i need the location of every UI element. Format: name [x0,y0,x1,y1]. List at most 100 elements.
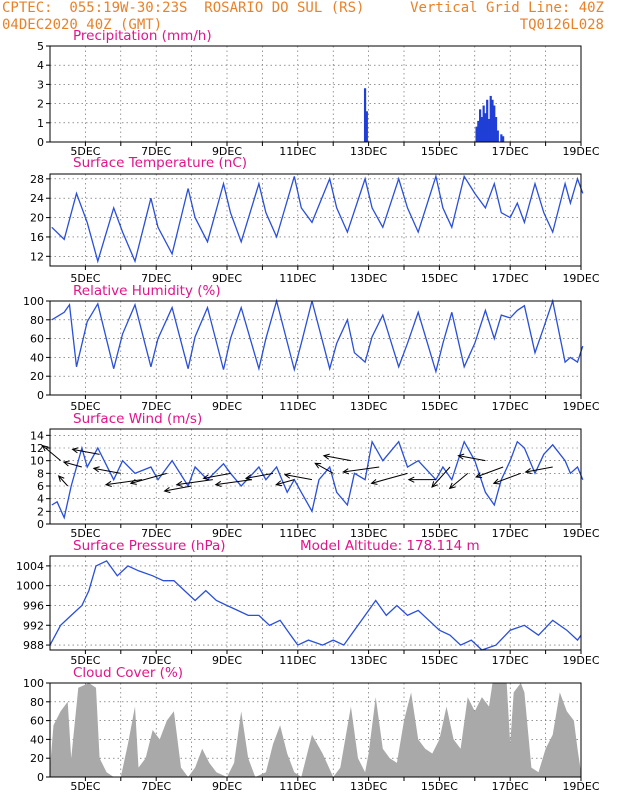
wind-vector-head [244,474,252,481]
y-tick-label: 0 [37,389,44,402]
pres-line [49,560,582,651]
wind-vector-head [370,478,378,485]
y-tick-label: 1 [37,117,44,130]
pres-panel: 988 992 996 1000 1004 5DEC 7DEC 9DEC 11DEC 13DEC 1… [16,538,600,667]
date-label: 7DEC [141,272,171,285]
temp-line [51,173,584,264]
date-label: 9DEC [212,654,242,667]
temp-title: Surface Temperature (nC) [73,155,247,171]
y-tick-label: 28 [30,173,44,186]
wind-vector [475,466,504,478]
y-tick-label: 16 [30,231,44,244]
y-tick-label: 1004 [16,560,44,573]
precip-bar [484,113,487,142]
y-tick-label: 60 [30,333,44,346]
date-label: 15DEC [421,272,458,285]
header-left: CPTEC: 055:19W-30:23S ROSARIO DO SUL (RS… [2,0,364,34]
precip-bar [479,109,482,142]
precip-bar [480,117,483,142]
wind-vector-head [448,482,456,490]
precip-bar [482,105,485,142]
cloud-title: Cloud Cover (%) [73,665,183,681]
date-label: 19DEC [562,400,599,413]
wind-vector-head [342,468,350,475]
date-label: 19DEC [562,654,599,667]
wind-vector-head [524,468,532,475]
date-label: 9DEC [212,272,242,285]
wind-vector [42,445,61,462]
precip-bar [489,95,492,142]
wind-vector-head [104,480,112,487]
y-tick-label: 2 [37,98,44,111]
y-tick-label: 3 [37,78,44,91]
header-date: 04DEC2020 40Z (GMT) [2,17,163,33]
wind-vector-head [283,472,291,479]
y-tick-label: 40 [30,733,44,746]
wind-vector [314,462,334,474]
y-tick-label: 100 [23,677,44,690]
date-label: 11DEC [279,527,316,540]
date-label: 15DEC [421,780,458,793]
y-tick-label: 5 [37,40,44,53]
header-station: CPTEC: 055:19W-30:23S ROSARIO DO SUL (RS… [2,0,365,16]
wind-vector [130,472,167,484]
date-label: 15DEC [421,527,458,540]
precip-bar [496,130,499,142]
y-tick-label: 2 [37,505,44,518]
date-label: 13DEC [350,400,387,413]
wind-vector [431,466,451,488]
y-tick-label: 10 [30,455,44,468]
date-label: 5DEC [70,272,100,285]
precip-bar [477,120,480,142]
y-tick-label: 20 [30,370,44,383]
wind-vector-head [175,480,183,487]
wind-vector [245,472,274,479]
date-label: 13DEC [350,654,387,667]
y-tick-label: 80 [30,696,44,709]
wind-vector [323,455,351,462]
wind-vector-head [41,444,49,452]
rh-line [51,298,584,374]
wind-vector [63,461,82,468]
y-tick-label: 14 [30,429,44,442]
precip-bar [475,126,478,142]
wind-vector-head [275,480,283,487]
header-vgrid: Vertical Grid Line: 40Z [410,0,604,16]
y-tick-label: 0 [37,136,44,149]
wind-vector [215,479,252,486]
wind-vector [276,479,295,486]
date-label: 11DEC [279,780,316,793]
wind-vector-head [129,478,137,485]
rh-title: Relative Humidity (%) [73,283,221,299]
date-label: 9DEC [212,400,242,413]
wind-vector-head [71,447,79,454]
wind-vector [343,466,380,473]
date-label: 9DEC [212,527,242,540]
date-label: 13DEC [350,272,387,285]
date-label: 19DEC [562,527,599,540]
wind-vector [164,485,192,492]
wind-vector [284,474,313,481]
plot-frame [49,45,582,143]
wind-vector-head [431,481,438,488]
date-label: 17DEC [492,780,529,793]
header-code: TQ0126L028 [519,17,604,33]
wind-vector-head [475,472,483,479]
precip-bar [491,99,494,142]
wind-vector [371,472,408,484]
wind-vector-head [163,487,171,494]
y-tick-label: 100 [23,295,44,308]
precip-bar [365,111,368,142]
date-label: 5DEC [70,780,100,793]
date-label: 5DEC [70,145,100,158]
wind-vector [58,475,69,487]
plot-frame [49,300,582,396]
date-label: 7DEC [141,400,171,413]
wind-vector-head [492,478,500,485]
wind-vector [203,472,231,479]
date-label: 15DEC [421,654,458,667]
wind-vector [525,466,553,473]
date-label: 17DEC [492,272,529,285]
wind-vector [105,479,143,486]
